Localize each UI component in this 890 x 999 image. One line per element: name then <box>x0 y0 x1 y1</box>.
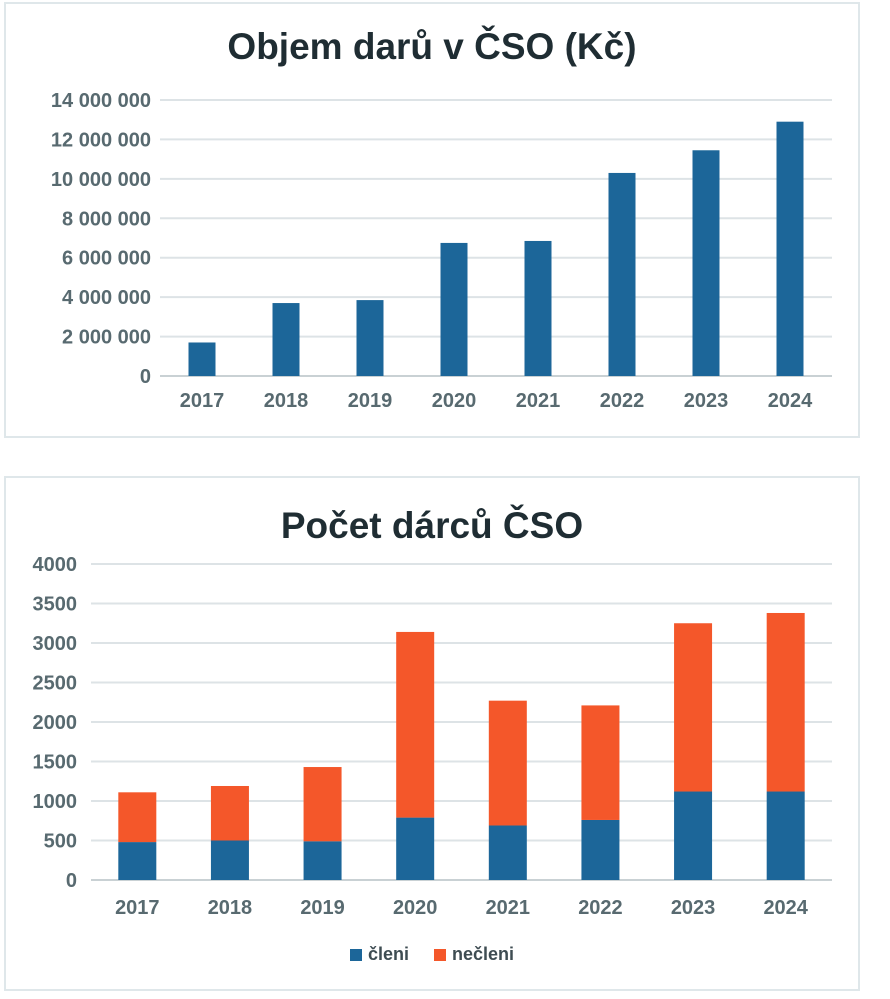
x-tick-label: 2018 <box>208 897 253 919</box>
y-tick-label: 12 000 000 <box>51 129 151 151</box>
x-tick-label: 2018 <box>264 390 309 412</box>
x-tick-label: 2024 <box>768 390 813 412</box>
bar-segment <box>303 767 342 842</box>
bar-segment <box>674 623 713 792</box>
legend-item-necleni: nečleni <box>434 944 514 965</box>
x-tick-label: 2023 <box>684 390 729 412</box>
bar-segment <box>766 612 805 792</box>
y-tick-label: 3000 <box>33 633 78 655</box>
x-tick-label: 2017 <box>115 897 160 919</box>
y-tick-label: 0 <box>140 366 151 388</box>
x-tick-label: 2022 <box>600 390 645 412</box>
bar <box>524 240 552 376</box>
y-tick-label: 2 000 000 <box>62 327 151 349</box>
bar <box>692 150 720 376</box>
bar-segment <box>396 817 435 880</box>
x-tick-label: 2021 <box>516 390 561 412</box>
bar <box>608 172 636 376</box>
legend-label-necleni: nečleni <box>452 944 515 964</box>
chart-title: Objem darů v ČSO (Kč) <box>227 26 637 67</box>
legend-swatch-necleni <box>434 948 446 961</box>
chart-title: Počet dárců ČSO <box>280 505 584 546</box>
x-tick-label: 2023 <box>671 897 716 919</box>
bar <box>776 121 804 376</box>
x-tick-label: 2022 <box>578 897 623 919</box>
bar <box>272 303 300 376</box>
x-tick-label: 2024 <box>763 897 808 919</box>
bar-segment <box>396 631 435 818</box>
bar-chart-donation-volume: 0 2 000 000 4 000 000 6 000 000 8 000 000 10 … <box>51 90 832 412</box>
y-tick-label: 500 <box>44 831 77 853</box>
y-tick-label: 6 000 000 <box>62 248 151 270</box>
y-tick-label: 10 000 000 <box>51 169 151 191</box>
stacked-bar-chart-donor-count: 0 500 1000 1500 2000 2500 3000 3500 4000 2017 2018… <box>33 554 832 919</box>
x-tick-label: 2020 <box>393 897 438 919</box>
chart-panel-donation-volume: Objem darů v ČSO (Kč) 0 2 000 000 4 000 00… <box>4 2 860 438</box>
bar-segment <box>210 785 249 841</box>
bar-segment <box>118 842 157 880</box>
bar <box>188 342 216 376</box>
legend-item-cleni: členi <box>349 944 409 965</box>
bar-segment <box>581 705 620 820</box>
legend-swatch-cleni <box>349 948 362 961</box>
bar-segment <box>674 791 713 880</box>
bar-segment <box>303 841 342 880</box>
bar-segment <box>210 840 249 880</box>
y-tick-label: 4000 <box>33 554 78 576</box>
bar <box>440 242 468 376</box>
x-tick-label: 2019 <box>348 390 393 412</box>
chart-panel-donor-count: Počet dárců ČSO 0 500 1000 1500 2000 2500 3000… <box>4 476 860 991</box>
y-tick-label: 8 000 000 <box>62 208 151 230</box>
legend-label-cleni: členi <box>367 944 409 964</box>
y-tick-label: 3500 <box>33 594 78 616</box>
chart-legend: členi nečleni <box>6 944 858 966</box>
bar-segment <box>118 792 157 843</box>
bar-segment <box>488 700 527 826</box>
y-tick-label: 4 000 000 <box>62 287 151 309</box>
y-tick-label: 1000 <box>33 791 78 813</box>
y-tick-label: 1500 <box>33 752 78 774</box>
y-tick-label: 2000 <box>33 712 78 734</box>
bar <box>356 300 384 376</box>
x-tick-label: 2017 <box>180 390 225 412</box>
y-tick-label: 2500 <box>33 673 78 695</box>
bar-segment <box>766 791 805 880</box>
x-tick-label: 2021 <box>486 897 531 919</box>
y-tick-label: 14 000 000 <box>51 90 151 112</box>
x-tick-label: 2019 <box>300 897 345 919</box>
x-tick-label: 2020 <box>432 390 477 412</box>
y-tick-label: 0 <box>66 870 77 892</box>
bar-segment <box>488 825 527 880</box>
bar-segment <box>581 819 620 880</box>
